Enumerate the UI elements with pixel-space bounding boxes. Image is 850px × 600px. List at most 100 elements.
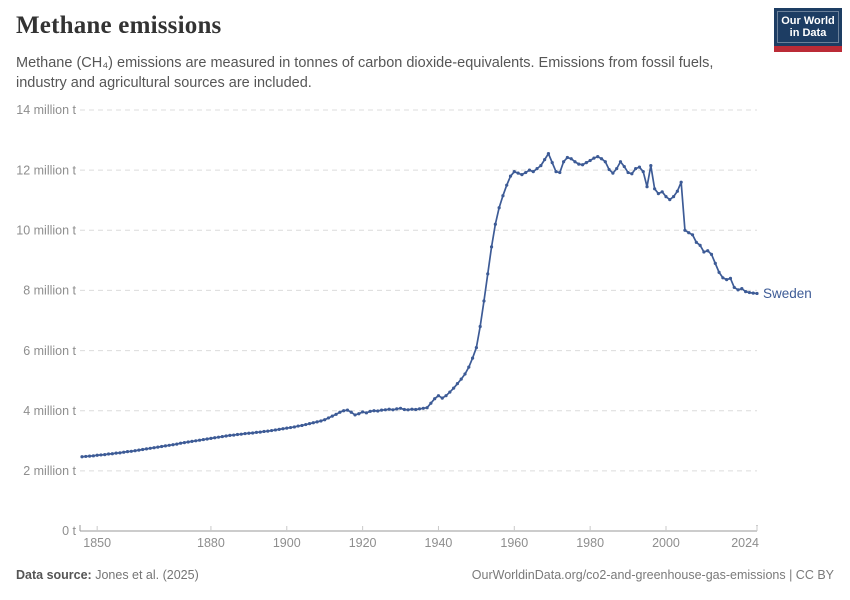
data-point[interactable] bbox=[273, 428, 277, 432]
data-point[interactable] bbox=[122, 450, 126, 454]
data-point[interactable] bbox=[357, 412, 361, 416]
data-point[interactable] bbox=[463, 372, 467, 376]
data-point[interactable] bbox=[588, 158, 592, 163]
data-point[interactable] bbox=[410, 407, 414, 411]
data-point[interactable] bbox=[573, 160, 577, 164]
data-point[interactable] bbox=[243, 431, 247, 436]
data-point[interactable] bbox=[470, 356, 475, 360]
data-point[interactable] bbox=[163, 444, 168, 448]
data-point[interactable] bbox=[565, 155, 569, 160]
data-point[interactable] bbox=[254, 430, 259, 434]
data-point[interactable] bbox=[277, 427, 281, 431]
data-point[interactable] bbox=[270, 428, 274, 433]
data-point[interactable] bbox=[334, 412, 338, 416]
data-point[interactable] bbox=[440, 396, 444, 400]
data-point[interactable] bbox=[315, 420, 319, 424]
data-point[interactable] bbox=[618, 160, 623, 164]
data-point[interactable] bbox=[497, 206, 501, 210]
data-point[interactable] bbox=[615, 167, 619, 171]
data-point[interactable] bbox=[194, 439, 198, 443]
data-point[interactable] bbox=[186, 440, 190, 444]
data-point[interactable] bbox=[228, 433, 232, 437]
data-point[interactable] bbox=[213, 436, 217, 440]
data-point[interactable] bbox=[402, 407, 406, 412]
data-point[interactable] bbox=[379, 408, 384, 412]
data-point[interactable] bbox=[649, 164, 653, 168]
data-point[interactable] bbox=[395, 407, 399, 411]
data-point[interactable] bbox=[167, 443, 171, 447]
data-point[interactable] bbox=[281, 427, 285, 431]
data-point[interactable] bbox=[285, 426, 289, 430]
data-point[interactable] bbox=[288, 425, 293, 430]
data-point[interactable] bbox=[637, 165, 642, 169]
data-point[interactable] bbox=[558, 170, 562, 175]
data-point[interactable] bbox=[345, 408, 350, 412]
data-point[interactable] bbox=[505, 183, 509, 187]
data-point[interactable] bbox=[489, 245, 494, 249]
data-point[interactable] bbox=[512, 170, 516, 174]
data-point[interactable] bbox=[543, 158, 547, 162]
data-point[interactable] bbox=[668, 198, 672, 202]
data-point[interactable] bbox=[80, 455, 84, 459]
data-point[interactable] bbox=[216, 435, 221, 439]
data-point[interactable] bbox=[342, 409, 346, 413]
data-point[interactable] bbox=[660, 190, 664, 194]
data-point[interactable] bbox=[414, 407, 418, 412]
data-point[interactable] bbox=[493, 222, 497, 226]
data-point[interactable] bbox=[266, 429, 270, 433]
data-point[interactable] bbox=[562, 160, 566, 164]
data-point[interactable] bbox=[721, 276, 725, 280]
data-point[interactable] bbox=[106, 452, 111, 456]
data-point[interactable] bbox=[171, 443, 175, 447]
data-point[interactable] bbox=[133, 449, 137, 453]
data-point[interactable] bbox=[611, 171, 615, 175]
data-point[interactable] bbox=[508, 174, 513, 178]
data-point[interactable] bbox=[144, 447, 149, 451]
data-point[interactable] bbox=[539, 164, 543, 168]
data-point[interactable] bbox=[152, 446, 156, 450]
data-point[interactable] bbox=[524, 170, 528, 175]
data-point[interactable] bbox=[520, 173, 524, 177]
data-point[interactable] bbox=[201, 437, 205, 442]
data-point[interactable] bbox=[744, 290, 748, 294]
data-point[interactable] bbox=[433, 397, 437, 401]
data-point[interactable] bbox=[398, 406, 403, 410]
data-point[interactable] bbox=[736, 288, 740, 292]
data-point[interactable] bbox=[118, 451, 122, 455]
series-line[interactable] bbox=[81, 152, 758, 458]
data-point[interactable] bbox=[634, 167, 638, 171]
data-point[interactable] bbox=[338, 410, 342, 414]
data-point[interactable] bbox=[372, 409, 376, 413]
data-point[interactable] bbox=[141, 447, 145, 452]
data-point[interactable] bbox=[630, 172, 634, 176]
data-point[interactable] bbox=[452, 386, 456, 390]
data-point[interactable] bbox=[387, 407, 391, 411]
data-point[interactable] bbox=[725, 278, 729, 282]
data-point[interactable] bbox=[698, 243, 702, 247]
data-point[interactable] bbox=[656, 192, 661, 196]
data-point[interactable] bbox=[156, 445, 160, 449]
data-point[interactable] bbox=[751, 291, 755, 295]
data-point[interactable] bbox=[99, 453, 103, 457]
data-point[interactable] bbox=[258, 430, 262, 434]
data-point[interactable] bbox=[91, 454, 95, 458]
data-point[interactable] bbox=[702, 250, 706, 254]
data-point[interactable] bbox=[160, 444, 164, 449]
data-point[interactable] bbox=[467, 365, 471, 369]
data-point[interactable] bbox=[550, 161, 554, 165]
data-point[interactable] bbox=[417, 407, 422, 411]
data-point[interactable] bbox=[425, 406, 429, 410]
data-point[interactable] bbox=[592, 156, 596, 160]
data-point[interactable] bbox=[596, 155, 600, 159]
data-point[interactable] bbox=[330, 414, 334, 418]
footer-citation-link[interactable]: OurWorldinData.org/co2-and-greenhouse-ga… bbox=[471, 568, 834, 582]
data-point[interactable] bbox=[664, 195, 668, 199]
data-point[interactable] bbox=[683, 228, 687, 232]
data-point[interactable] bbox=[474, 345, 478, 350]
data-point[interactable] bbox=[247, 431, 251, 435]
data-point[interactable] bbox=[235, 432, 240, 437]
data-point[interactable] bbox=[239, 432, 243, 436]
data-point[interactable] bbox=[429, 401, 433, 405]
data-point[interactable] bbox=[368, 409, 372, 413]
data-point[interactable] bbox=[690, 233, 695, 237]
